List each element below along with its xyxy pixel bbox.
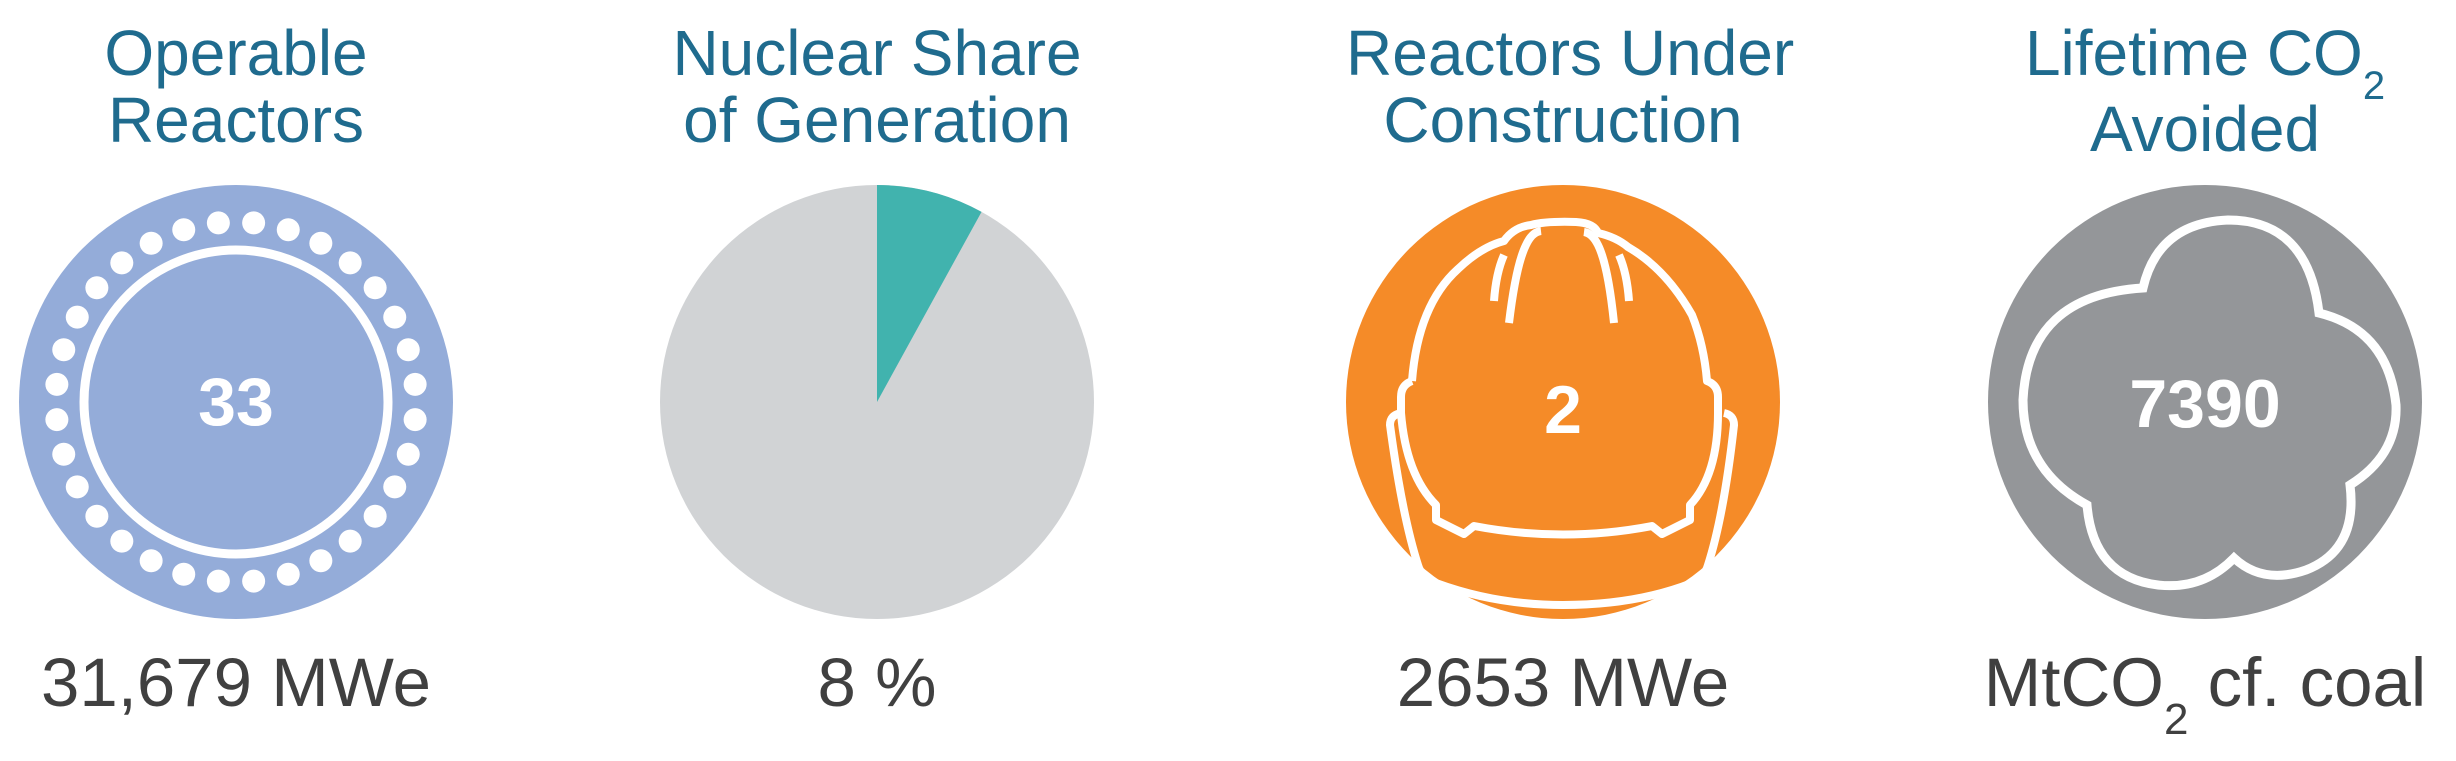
reactor-dot bbox=[139, 549, 163, 573]
heading-nuclear-share: Nuclear Share of Generation bbox=[660, 20, 1094, 154]
panel-nuclear-share: Nuclear Share of Generation 8 % bbox=[660, 0, 1094, 761]
heading-line2: Construction bbox=[1383, 84, 1743, 156]
reactor-dot bbox=[65, 305, 89, 329]
reactor-dot bbox=[206, 569, 230, 593]
heading-line1: Nuclear Share bbox=[672, 17, 1082, 89]
reactor-dot bbox=[85, 504, 109, 528]
pie-slice-nuclear bbox=[877, 185, 982, 402]
co2-avoided-value: 7390 bbox=[2129, 366, 2280, 442]
operable-count: 33 bbox=[198, 364, 274, 440]
footer-co2-units: MtCO2 cf. coal bbox=[1928, 648, 2456, 745]
reactor-dot bbox=[172, 218, 196, 242]
reactor-dot bbox=[52, 338, 76, 362]
footer-units-main: MtCO bbox=[1983, 644, 2164, 721]
reactor-dot bbox=[139, 231, 163, 255]
heading-line2: Avoided bbox=[2089, 93, 2321, 165]
reactor-dot bbox=[206, 211, 230, 235]
reactor-dot bbox=[65, 475, 89, 499]
reactor-dot bbox=[52, 442, 76, 466]
heading-line1: Reactors Under bbox=[1346, 17, 1795, 89]
reactor-dot bbox=[242, 211, 266, 235]
panel-operable-reactors: Operable Reactors 33 31,679 MWe bbox=[19, 0, 453, 761]
reactor-dot bbox=[403, 372, 427, 396]
under-construction-count: 2 bbox=[1544, 372, 1582, 448]
footer-units-rest: cf. coal bbox=[2188, 644, 2427, 721]
reactor-dot bbox=[276, 218, 300, 242]
reactor-dot bbox=[172, 562, 196, 586]
heading-line1-main: Lifetime CO bbox=[2024, 17, 2363, 89]
nuclear-share-pie bbox=[660, 185, 1094, 619]
panel-co2-avoided: Lifetime CO2 Avoided 7390 MtCO2 cf. coal bbox=[1984, 0, 2426, 761]
reactor-dot bbox=[276, 562, 300, 586]
reactor-ring-icon: 33 bbox=[19, 185, 453, 619]
heading-line1: Lifetime CO2 bbox=[1988, 17, 2422, 109]
heading-line1: Operable bbox=[104, 17, 368, 89]
footer-operable-capacity: 31,679 MWe bbox=[41, 644, 431, 721]
footer-under-construction-capacity: 2653 MWe bbox=[1396, 644, 1730, 721]
cloud-badge: 7390 bbox=[1988, 185, 2422, 619]
reactor-dot bbox=[110, 529, 134, 553]
footer-nuclear-share: 8 % bbox=[817, 644, 937, 721]
reactor-dot bbox=[338, 529, 362, 553]
hard-hat-badge: 2 bbox=[1346, 185, 1780, 619]
heading-under-construction: Reactors Under Construction bbox=[1346, 17, 1795, 156]
cloud-icon: 7390 bbox=[1988, 185, 2422, 619]
heading-operable-reactors: Operable Reactors bbox=[19, 20, 453, 154]
reactor-dot bbox=[309, 549, 333, 573]
footer-subscript: 2 bbox=[2163, 695, 2189, 744]
heading-line2: of Generation bbox=[683, 84, 1071, 156]
reactor-dot bbox=[383, 475, 407, 499]
reactor-dot bbox=[309, 231, 333, 255]
reactor-dot bbox=[45, 372, 69, 396]
hard-hat-icon: 2 bbox=[1346, 185, 1780, 619]
heading-co2-avoided: Lifetime CO2 Avoided bbox=[1988, 20, 2422, 163]
reactor-dot bbox=[396, 442, 420, 466]
reactor-dot bbox=[363, 276, 387, 300]
reactor-dot bbox=[403, 408, 427, 432]
heading-line2: Reactors bbox=[107, 84, 365, 156]
panel-under-construction: Reactors Under Construction 2 2653 MWe bbox=[1346, 0, 1795, 761]
reactor-dot bbox=[363, 504, 387, 528]
pie-chart-icon bbox=[660, 185, 1094, 619]
heading-subscript: 2 bbox=[2362, 64, 2386, 108]
reactor-dot bbox=[110, 251, 134, 275]
reactor-dot bbox=[383, 305, 407, 329]
reactor-dot bbox=[338, 251, 362, 275]
reactor-dot bbox=[242, 569, 266, 593]
reactor-dot bbox=[85, 276, 109, 300]
reactor-dot bbox=[396, 338, 420, 362]
reactor-dot bbox=[45, 408, 69, 432]
reactor-ring-badge: 33 bbox=[19, 185, 453, 619]
